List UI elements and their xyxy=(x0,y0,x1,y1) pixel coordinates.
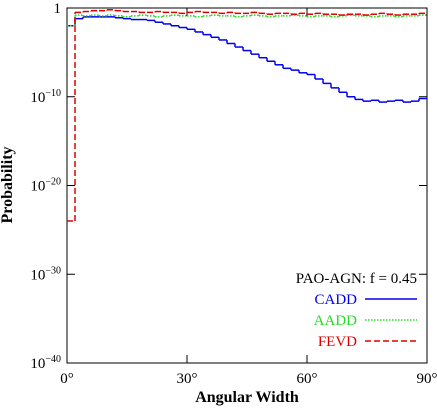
y-tick-base: 10 xyxy=(30,356,45,372)
x-tick-label: 0° xyxy=(60,371,74,387)
plot-frame xyxy=(66,7,428,364)
legend-label: CADD xyxy=(314,292,357,308)
x-tick-label: 60° xyxy=(297,371,318,387)
y-tick-power: −20 xyxy=(45,177,61,188)
x-axis-label: Angular Width xyxy=(195,389,299,406)
y-tick-power: −10 xyxy=(45,88,61,99)
y-tick-label: 10−40 xyxy=(30,354,61,372)
y-tick-base: 10 xyxy=(30,267,45,283)
y-tick-base: 10 xyxy=(30,90,45,106)
x-tick-label: 30° xyxy=(177,371,198,387)
y-tick-power: −40 xyxy=(45,354,61,365)
legend-label: FEVD xyxy=(318,334,357,350)
y-tick-label: 10−10 xyxy=(30,88,61,106)
x-tick-label: 90° xyxy=(417,371,437,387)
y-tick-label: 10−20 xyxy=(30,177,61,195)
legend-label: AADD xyxy=(314,313,357,329)
y-tick-label: 1 xyxy=(54,1,62,17)
y-axis-label: Probability xyxy=(0,146,16,223)
legend-title: PAO-AGN: f = 0.45 xyxy=(296,271,417,287)
y-tick-label: 10−30 xyxy=(30,265,61,283)
y-tick-base: 10 xyxy=(30,179,45,195)
y-tick-power: −30 xyxy=(45,265,61,276)
